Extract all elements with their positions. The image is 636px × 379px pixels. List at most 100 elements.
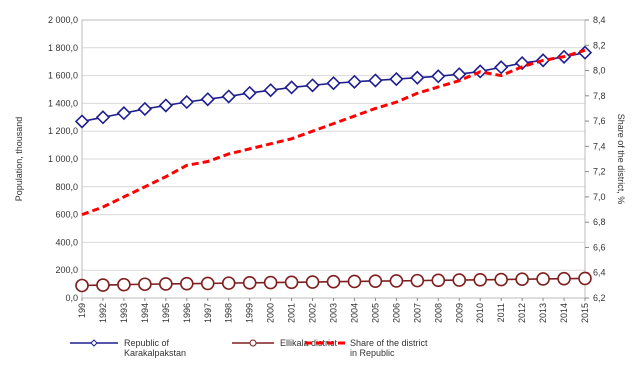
right-axis-title: Share of the district, % [616, 114, 626, 205]
data-point-circle [410, 273, 425, 288]
data-point-diamond [179, 94, 194, 110]
legend-label-line-1: Republic of [124, 338, 170, 348]
x-tick-label: 2010 [475, 303, 485, 323]
data-point-circle [515, 272, 529, 287]
legend-label-line-2: Karakalpakstan [124, 348, 186, 358]
data-point-circle [578, 271, 592, 286]
x-tick-label: 1994 [140, 303, 150, 323]
left-y-axis-ticks: 0,0 200,0 400,0 600,0 800,0 1 000,0 1 200,0 1 4… [48, 15, 78, 303]
x-tick-label: 199 [77, 303, 87, 318]
data-point-diamond [242, 85, 257, 101]
data-point-diamond [95, 110, 111, 125]
data-point-diamond [221, 89, 236, 104]
legend-label-share: Share of the district in Republic [350, 338, 428, 358]
left-tick-label: 1 400,0 [48, 98, 78, 108]
gridlines [82, 19, 585, 299]
right-tick-label: 7,8 [593, 91, 606, 101]
data-point-diamond [452, 67, 467, 82]
left-tick-label: 1 000,0 [48, 154, 78, 164]
data-point-circle [117, 277, 131, 292]
series-share [81, 48, 586, 217]
data-point-circle [138, 277, 152, 292]
data-point-circle [389, 274, 404, 288]
x-tick-label: 1992 [98, 303, 108, 323]
data-point-diamond [74, 114, 90, 129]
x-tick-label: 1993 [119, 303, 129, 323]
right-tick-label: 8,0 [593, 66, 606, 76]
x-tick-label: 1997 [203, 303, 213, 323]
data-point-circle [431, 273, 446, 288]
series-layer [74, 45, 593, 293]
left-tick-label: 2 000,0 [48, 15, 78, 25]
data-point-diamond [514, 55, 530, 71]
right-tick-label: 6,6 [593, 242, 606, 252]
x-tick-label: 2012 [517, 303, 527, 323]
data-point-circle [368, 274, 383, 288]
legend-item-share: Share of the district in Republic [305, 338, 428, 358]
left-tick-label: 1 600,0 [48, 71, 78, 81]
data-point-circle [305, 275, 320, 289]
x-tick-label: 2014 [559, 303, 569, 323]
data-point-circle [284, 275, 299, 290]
data-point-circle [326, 274, 341, 289]
right-tick-label: 6,2 [593, 293, 606, 303]
legend-marker-republic [90, 339, 98, 347]
x-tick-label: 1999 [245, 303, 255, 323]
data-point-circle [221, 276, 236, 290]
x-tick-label: 2011 [496, 303, 506, 322]
data-point-diamond [410, 70, 425, 85]
x-tick-label: 2005 [370, 303, 380, 323]
data-point-diamond [158, 98, 173, 113]
right-tick-label: 7,6 [593, 116, 606, 126]
x-tick-label: 2003 [329, 303, 339, 323]
data-point-circle [452, 273, 467, 287]
data-point-diamond [116, 105, 132, 121]
series-ellikala [75, 271, 592, 293]
x-tick-label: 2015 [580, 303, 590, 323]
left-tick-label: 400,0 [55, 237, 78, 247]
data-point-circle [473, 272, 488, 287]
left-tick-label: 1 200,0 [48, 126, 78, 136]
data-point-diamond [200, 92, 215, 107]
left-tick-label: 200,0 [55, 265, 78, 275]
x-tick-label: 2001 [287, 303, 297, 323]
series-share-line [81, 48, 586, 217]
data-point-diamond [305, 78, 320, 93]
legend: Republic of Karakalpakstan Ellikala distr… [70, 338, 428, 358]
legend-label-line-1: Share of the district [350, 338, 428, 348]
data-point-diamond [137, 101, 153, 117]
left-tick-label: 800,0 [55, 182, 78, 192]
data-point-circle [494, 272, 508, 287]
data-point-diamond [284, 80, 299, 95]
data-point-circle [242, 276, 257, 290]
x-tick-label: 2002 [308, 303, 318, 323]
data-point-circle [200, 276, 215, 291]
left-axis-title: Population, thousand [14, 117, 24, 202]
data-point-circle [347, 274, 362, 289]
data-point-circle [263, 275, 278, 290]
right-tick-label: 6,8 [593, 217, 606, 227]
x-axis-ticks: 199 1992 1993 1994 1995 1996 1997 1998 1999 2000 2… [77, 298, 590, 323]
data-point-diamond [347, 74, 362, 89]
x-tick-label: 2000 [266, 303, 276, 323]
data-point-diamond [494, 60, 509, 75]
x-tick-label: 1996 [182, 303, 192, 323]
legend-label-republic: Republic of Karakalpakstan [124, 338, 186, 358]
data-point-diamond [263, 83, 278, 98]
left-tick-label: 1 800,0 [48, 43, 78, 53]
x-tick-label: 2013 [538, 303, 548, 323]
right-tick-label: 6,4 [593, 268, 606, 278]
data-point-circle [159, 277, 173, 291]
x-tick-label: 1995 [161, 303, 171, 323]
data-point-circle [96, 278, 110, 292]
x-tick-label: 2009 [454, 303, 464, 323]
right-tick-label: 8,2 [593, 40, 606, 50]
series-republic [74, 45, 593, 129]
right-tick-label: 7,2 [593, 167, 606, 177]
legend-marker-ellikala [249, 339, 257, 347]
x-tick-label: 2006 [391, 303, 401, 323]
right-tick-label: 7,4 [593, 141, 606, 151]
x-tick-label: 2007 [412, 303, 422, 323]
data-point-diamond [389, 71, 404, 87]
